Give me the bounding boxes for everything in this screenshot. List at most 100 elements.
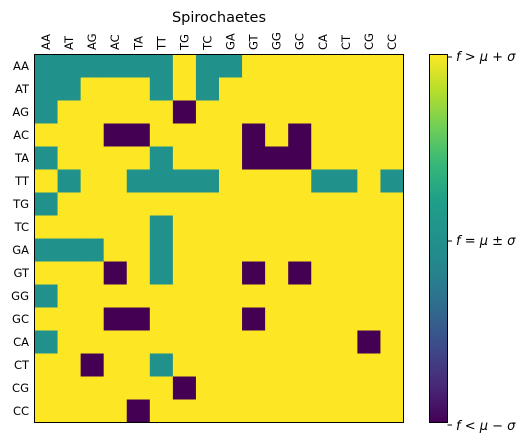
heatmap-cell-GG-AT (57, 284, 82, 308)
heatmap-cell-GG-CT (334, 284, 358, 308)
heatmap-cell-CC-CC (380, 399, 404, 423)
heatmap-cell-AC-AT (57, 123, 82, 147)
x-tick-label: GA (224, 33, 238, 50)
heatmap-cell-CT-TT (149, 353, 174, 377)
heatmap-cell-GC-GT (242, 307, 266, 331)
heatmap-cell-CT-GG (265, 353, 289, 377)
heatmap-cell-GA-GC (288, 238, 312, 262)
y-tick-label: CT (14, 358, 30, 372)
heatmap-cell-CT-CA (311, 353, 335, 377)
heatmap-cell-AG-AA (34, 100, 58, 124)
heatmap-cell-AC-AA (34, 123, 58, 147)
heatmap-cell-CT-TG (172, 353, 197, 377)
heatmap-cell-CC-TT (149, 399, 174, 423)
heatmap-cell-GT-TG (172, 261, 197, 285)
heatmap-cell-CA-TC (195, 330, 220, 354)
heatmap-cell-GA-GA (219, 238, 243, 262)
heatmap-cell-AA-AC (103, 54, 128, 78)
heatmap-cell-CG-AA (34, 376, 58, 400)
heatmap-cell-CA-GA (219, 330, 243, 354)
heatmap-cell-TT-CA (311, 169, 335, 193)
y-tick-label: TT (14, 174, 30, 188)
heatmap-cell-GT-CG (357, 261, 381, 285)
heatmap-cell-TT-GA (219, 169, 243, 193)
heatmap-cell-CG-CC (380, 376, 404, 400)
heatmap-cell-CC-AC (103, 399, 128, 423)
heatmap-cell-CG-AC (103, 376, 128, 400)
heatmap-cell-AC-GA (219, 123, 243, 147)
heatmap-cell-TG-CC (380, 192, 404, 216)
heatmap-cell-GT-TA (126, 261, 151, 285)
heatmap-cell-TC-CA (311, 215, 335, 239)
heatmap-cell-CT-AG (80, 353, 105, 377)
heatmap-cell-AT-GT (242, 77, 266, 101)
heatmap-cell-GC-GA (219, 307, 243, 331)
heatmap-cell-GT-CC (380, 261, 404, 285)
heatmap-cell-GA-TA (126, 238, 151, 262)
heatmap-cell-AG-GC (288, 100, 312, 124)
heatmap-cell-CA-CT (334, 330, 358, 354)
heatmap-cell-AG-TC (195, 100, 220, 124)
x-tick-label: AA (39, 34, 53, 50)
heatmap-cell-TA-TT (149, 146, 174, 170)
heatmap-cell-GA-CC (380, 238, 404, 262)
heatmap-cell-CG-AG (80, 376, 105, 400)
heatmap-cell-CT-GT (242, 353, 266, 377)
y-axis-labels: AA AT AG AC TA TT TG TC GA GT GG GC CA CT CG CC (11, 59, 30, 418)
heatmap-cell-CA-GT (242, 330, 266, 354)
y-tick-label: CG (12, 381, 29, 395)
heatmap-cells (34, 54, 404, 423)
colorbar (429, 54, 448, 423)
x-tick-label: TT (154, 35, 168, 51)
heatmap-cell-TT-TC (195, 169, 220, 193)
heatmap-cell-AA-AA (34, 54, 58, 78)
heatmap-cell-GT-CT (334, 261, 358, 285)
heatmap-cell-TA-GT (242, 146, 266, 170)
y-tick-label: AA (13, 59, 29, 73)
heatmap-cell-TA-GA (219, 146, 243, 170)
colorbar-label-high: f > μ + σ (456, 50, 516, 65)
heatmap-cell-AA-CG (357, 54, 381, 78)
heatmap-cell-GA-CG (357, 238, 381, 262)
heatmap-cell-AC-GC (288, 123, 312, 147)
heatmap-cell-CC-GC (288, 399, 312, 423)
heatmap-cell-GT-CA (311, 261, 335, 285)
heatmap-cell-TC-GG (265, 215, 289, 239)
heatmap-cell-AG-GA (219, 100, 243, 124)
heatmap-cell-AG-CG (357, 100, 381, 124)
heatmap-cell-AA-GA (219, 54, 243, 78)
heatmap-cell-CT-CT (334, 353, 358, 377)
heatmap-cell-GA-TT (149, 238, 174, 262)
heatmap-cell-AT-CT (334, 77, 358, 101)
heatmap-cell-CT-TA (126, 353, 151, 377)
heatmap-cell-CT-AC (103, 353, 128, 377)
heatmap-cell-GT-GA (219, 261, 243, 285)
heatmap-cell-AG-CT (334, 100, 358, 124)
heatmap-cell-CA-GG (265, 330, 289, 354)
heatmap-cell-GT-GC (288, 261, 312, 285)
plot-frame (34, 54, 404, 423)
heatmap-cell-TG-TC (195, 192, 220, 216)
heatmap-cell-CT-GC (288, 353, 312, 377)
heatmap-cell-TA-CG (357, 146, 381, 170)
heatmap-cell-CA-TA (126, 330, 151, 354)
heatmap-cell-CA-GC (288, 330, 312, 354)
heatmap-cell-AA-GC (288, 54, 312, 78)
heatmap-cell-CG-TT (149, 376, 174, 400)
heatmap-cell-GC-TC (195, 307, 220, 331)
heatmap-cell-TA-AG (80, 146, 105, 170)
heatmap-cell-AT-AT (57, 77, 82, 101)
y-tick-label: CA (13, 335, 29, 349)
heatmap-cell-GG-AA (34, 284, 58, 308)
heatmap-cell-CG-TC (195, 376, 220, 400)
heatmap-cell-TT-AG (80, 169, 105, 193)
heatmap-cell-CA-CC (380, 330, 404, 354)
heatmap-cell-CA-CA (311, 330, 335, 354)
heatmap-cell-GC-CC (380, 307, 404, 331)
heatmap-cell-GT-TC (195, 261, 220, 285)
heatmap-cell-CT-GA (219, 353, 243, 377)
heatmap-cell-TT-TG (172, 169, 197, 193)
heatmap-cell-GT-GT (242, 261, 266, 285)
heatmap-cell-TA-GC (288, 146, 312, 170)
heatmap-cell-GT-AA (34, 261, 58, 285)
